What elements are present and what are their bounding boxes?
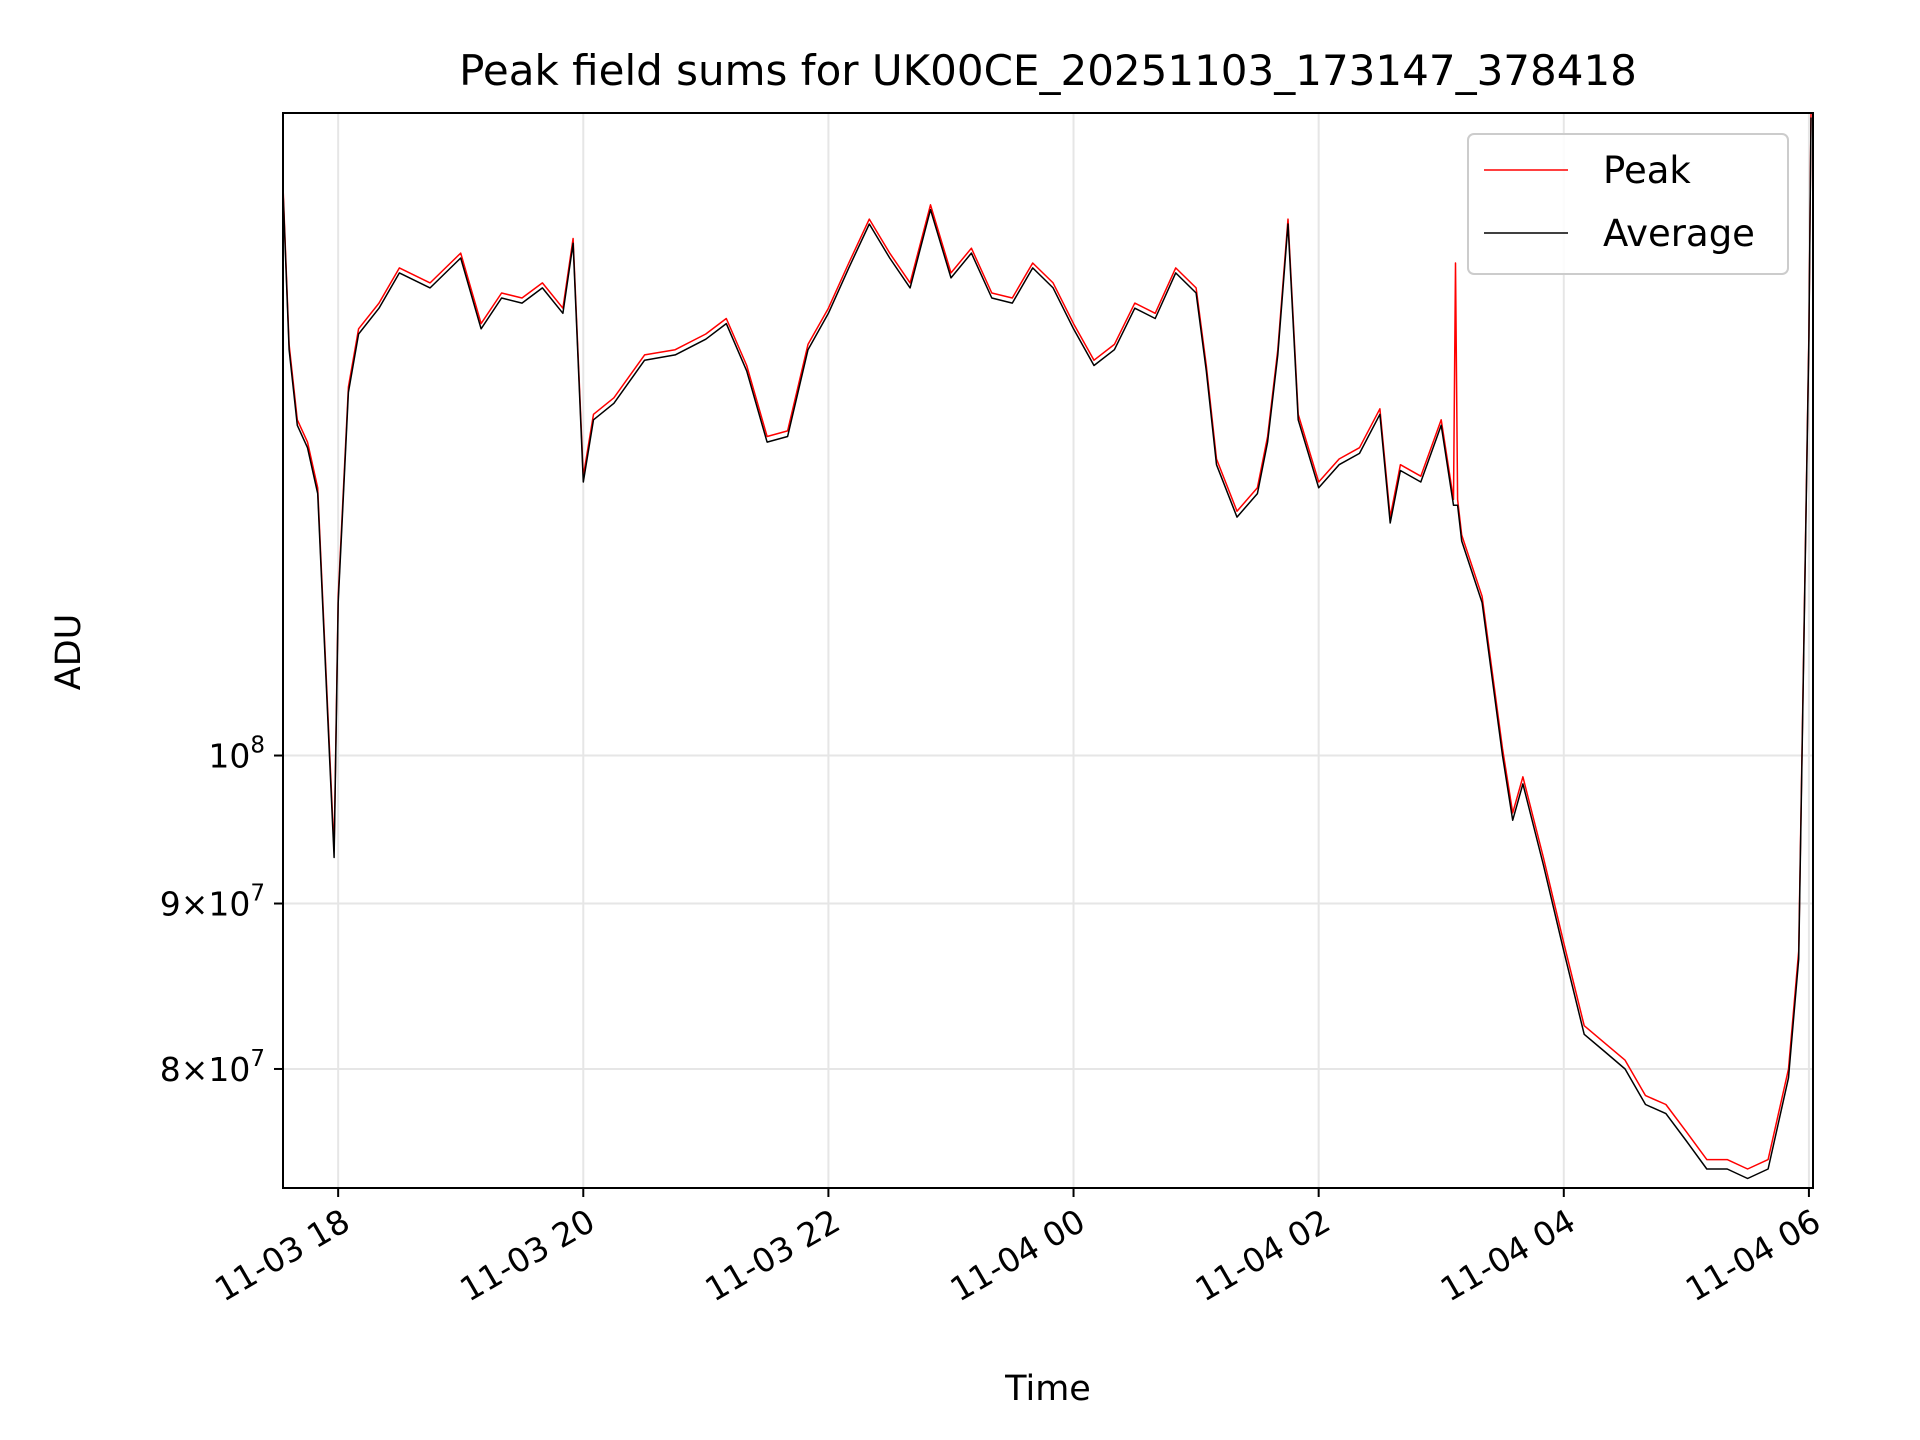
y-axis-title: ADU	[49, 614, 89, 691]
legend-label-peak: Peak	[1603, 149, 1691, 192]
grid	[283, 113, 1813, 1188]
y-tick-exponent: 8	[250, 733, 265, 759]
chart-title: Peak field sums for UK00CE_20251103_1731…	[459, 46, 1637, 95]
y-tick-label: 108	[208, 733, 265, 776]
x-axis-title: Time	[1004, 1369, 1091, 1409]
y-tick-mantissa: 8×	[160, 1050, 209, 1089]
y-tick-base: 10	[208, 885, 250, 924]
y-tick-base: 10	[208, 737, 250, 776]
legend-box	[1467, 133, 1789, 275]
y-tick-label: 9×107	[160, 881, 265, 924]
series-line-average	[283, 117, 1812, 1180]
y-tick-exponent: 7	[250, 881, 265, 907]
y-tick-label: 8×107	[160, 1046, 265, 1089]
legend-label-average: Average	[1603, 212, 1755, 255]
y-tick-mantissa: 9×	[160, 885, 209, 924]
plot-frame	[282, 112, 1814, 1189]
legend: Peak Average	[1467, 133, 1789, 275]
y-tick-base: 10	[208, 1050, 250, 1089]
y-tick-exponent: 7	[250, 1046, 265, 1072]
series-line-peak	[283, 113, 1812, 1170]
series-group	[283, 113, 1812, 1180]
